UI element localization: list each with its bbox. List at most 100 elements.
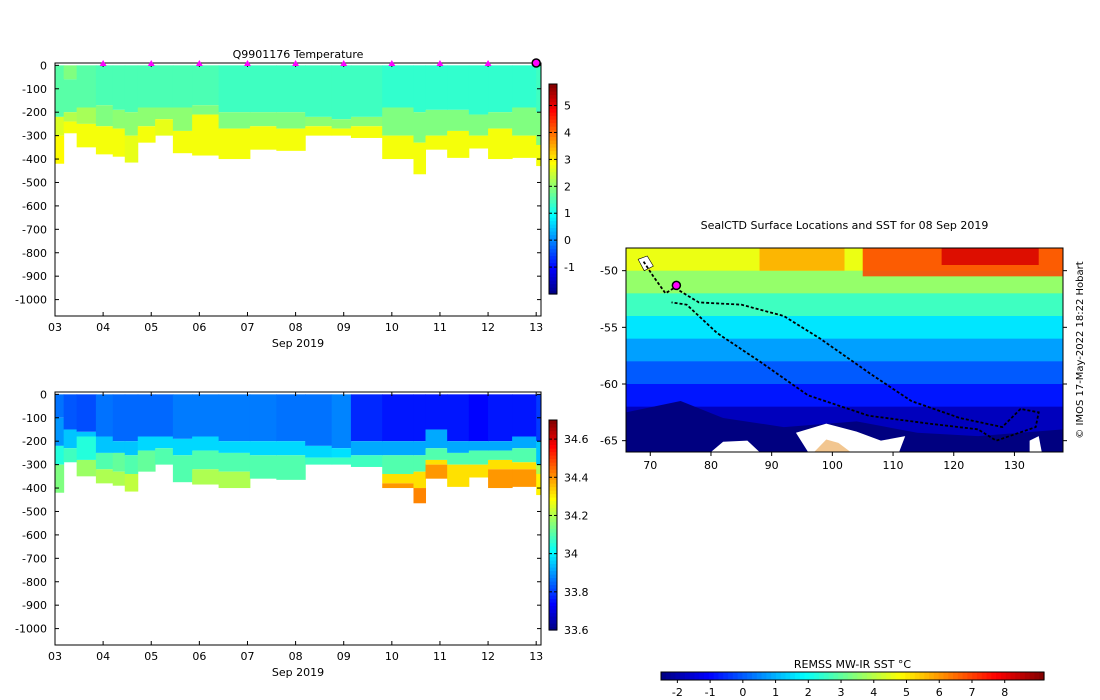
- colorbar-segment: [549, 616, 557, 621]
- colorbar-segment: [549, 577, 557, 582]
- colorbar-segment: [549, 444, 557, 449]
- colorbar-segment: [549, 192, 557, 197]
- colorbar-segment: [549, 234, 557, 239]
- data-cell: [413, 471, 427, 489]
- map-frame: [625, 247, 1064, 453]
- y-tick-label: -800: [22, 576, 47, 589]
- colorbar-segment: [549, 112, 557, 117]
- colorbar-segment: [549, 213, 557, 218]
- colorbar-segment: [549, 542, 557, 547]
- data-cell: [137, 436, 156, 451]
- profile-marker: [292, 60, 300, 66]
- colorbar-segment: [728, 672, 734, 680]
- data-cell: [172, 130, 193, 154]
- data-cell: [382, 483, 414, 489]
- data-cell: [155, 436, 174, 449]
- colorbar-segment: [549, 273, 557, 278]
- y-tick-label: -700: [22, 223, 47, 236]
- y-tick-label: -900: [22, 599, 47, 612]
- colorbar-segment: [549, 532, 557, 537]
- colorbar-segment: [549, 168, 557, 173]
- x-tick-label: 13: [529, 650, 543, 663]
- cold-shelf-water: [626, 401, 1063, 452]
- colorbar-segment: [549, 147, 557, 152]
- colorbar-segment: [549, 161, 557, 166]
- colorbar-segment: [549, 458, 557, 463]
- profile-marker: [147, 60, 155, 66]
- x-tick-label: 03: [48, 650, 62, 663]
- data-cell: [192, 105, 220, 115]
- colorbar-segment: [549, 472, 557, 477]
- colorbar-segment: [549, 199, 557, 204]
- colorbar-segment: [549, 469, 557, 474]
- data-cell: [124, 65, 139, 113]
- colorbar-segment: [549, 241, 557, 246]
- profile-marker: [484, 60, 492, 66]
- colorbar-segment: [967, 672, 973, 680]
- colorbar-segment: [723, 672, 729, 680]
- colorbar-segment: [981, 672, 988, 680]
- seal-track: [642, 261, 1040, 442]
- colorbar-segment: [1034, 672, 1040, 680]
- data-cell: [382, 135, 414, 160]
- colorbar-segment: [549, 255, 557, 260]
- colorbar-tick-label: 5: [903, 686, 910, 699]
- data-cell: [63, 448, 78, 463]
- data-cell: [218, 441, 251, 453]
- colorbar-segment: [549, 266, 557, 271]
- sst-field: [626, 248, 1063, 452]
- colorbar-segment: [549, 479, 557, 484]
- colorbar-segment: [761, 672, 767, 680]
- data-cell: [468, 135, 489, 149]
- colorbar-segment: [549, 563, 557, 568]
- data-cell: [468, 394, 489, 442]
- data-cell: [95, 126, 114, 155]
- colorbar-segment: [549, 609, 557, 614]
- x-tick-label: 80: [704, 459, 718, 472]
- colorbar-tick-label: 2: [805, 686, 812, 699]
- data-cell: [488, 112, 513, 129]
- data-cell: [155, 394, 174, 437]
- profile-marker: [243, 60, 251, 66]
- plot-frame: [54, 391, 542, 646]
- x-tick-label: 09: [337, 321, 351, 334]
- data-cell: [512, 448, 537, 463]
- data-cell: [218, 452, 251, 472]
- data-cell: [95, 452, 114, 470]
- data-cell: [112, 394, 126, 442]
- colorbar-segment: [814, 672, 820, 680]
- data-cell: [192, 114, 220, 156]
- x-tick-label: 07: [240, 321, 254, 334]
- data-cell: [112, 128, 126, 157]
- data-cell: [76, 436, 97, 460]
- colorbar-tick-label: 8: [1001, 686, 1008, 699]
- data-cell: [488, 128, 513, 160]
- data-cell: [447, 464, 470, 487]
- data-cell: [155, 448, 174, 465]
- data-cell: [218, 65, 251, 113]
- colorbar-segment: [661, 672, 667, 680]
- x-tick-label: 05: [144, 650, 158, 663]
- colorbar-segment: [549, 231, 557, 236]
- data-cell: [276, 441, 306, 456]
- data-cell: [192, 394, 220, 437]
- colorbar-segment: [549, 476, 557, 481]
- colorbar-segment: [549, 143, 557, 148]
- colorbar-segment: [549, 98, 557, 103]
- colorbar-segment: [1039, 672, 1045, 680]
- colorbar-segment: [549, 455, 557, 460]
- data-cell: [192, 436, 220, 451]
- colorbar-segment: [549, 115, 557, 120]
- colorbar-frame: [660, 671, 1045, 681]
- colorbar-segment: [886, 672, 892, 680]
- data-cell: [468, 464, 489, 478]
- colorbar-tick-label: 4: [870, 686, 877, 699]
- colorbar-segment: [549, 430, 557, 435]
- colorbar-segment: [549, 556, 557, 561]
- colorbar-segment: [732, 672, 739, 680]
- temperature-section-colorbar: -1 0 1 2 3 4 5: [548, 83, 575, 295]
- colorbar-segment: [549, 178, 557, 183]
- colorbar-segment: [842, 672, 849, 680]
- colorbar-tick-label: -1: [705, 686, 716, 699]
